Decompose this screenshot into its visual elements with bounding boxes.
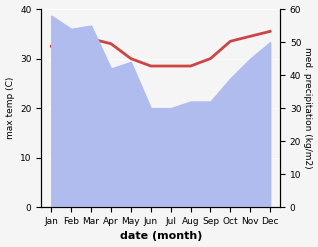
X-axis label: date (month): date (month) xyxy=(120,231,202,242)
Y-axis label: max temp (C): max temp (C) xyxy=(5,77,15,139)
Y-axis label: med. precipitation (kg/m2): med. precipitation (kg/m2) xyxy=(303,47,313,169)
